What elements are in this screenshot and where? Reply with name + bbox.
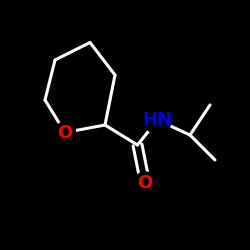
Circle shape — [54, 122, 76, 143]
Text: HN: HN — [142, 111, 172, 129]
Circle shape — [144, 106, 171, 134]
Circle shape — [134, 172, 156, 193]
Text: O: O — [58, 124, 72, 142]
Text: O: O — [138, 174, 152, 192]
